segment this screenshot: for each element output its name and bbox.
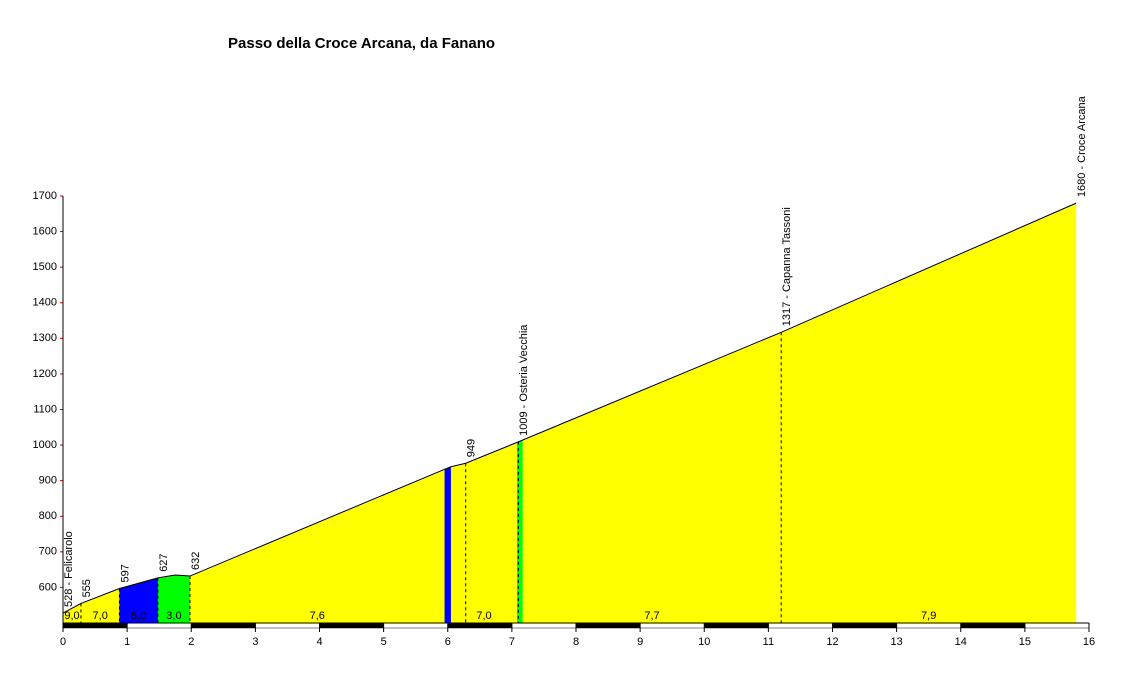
km-bar [704,622,769,629]
point-label: 949 [466,439,478,457]
x-tick-label: 4 [316,636,322,648]
point-label: 632 [190,552,202,570]
y-tick-label: 1200 [33,368,57,380]
km-bar [511,622,577,629]
km-bar [768,622,833,629]
x-tick-label: 9 [637,636,643,648]
y-tick-label: 1300 [33,332,57,344]
y-tick-label: 700 [39,546,57,558]
y-tick-label: 1500 [33,261,57,273]
km-bar [639,622,705,629]
km-bar [832,622,897,629]
km-bar [191,622,256,629]
x-tick-label: 7 [509,636,515,648]
x-tick-label: 3 [252,636,258,648]
km-bar [126,622,192,629]
y-tick-label: 1600 [33,225,57,237]
profile-segment [119,577,158,623]
gradient-label: 3,0 [166,610,181,622]
profile-segment [522,332,782,623]
km-bar [960,622,1026,629]
y-tick-label: 900 [39,475,57,487]
point-label: 528 - Felicarolo [63,531,75,607]
x-tick-label: 16 [1083,636,1095,648]
profile-segment [63,603,81,623]
profile-segment [781,203,1077,623]
gradient-label: 7,0 [476,610,491,622]
km-bar [896,622,961,629]
km-bar [62,622,128,629]
profile-segment [157,574,190,623]
gradient-label: 7,7 [644,610,659,622]
profile-line [62,202,1077,614]
km-bar [575,622,641,629]
point-label: 1680 - Croce Arcana [1076,95,1088,197]
x-tick-label: 1 [124,636,130,648]
x-tick-label: 12 [826,636,838,648]
km-bar [383,622,448,629]
chart-title: Passo della Croce Arcana, da Fanano [228,35,495,52]
y-tick-label: 1700 [33,190,57,202]
x-tick-label: 15 [1019,636,1031,648]
x-tick-label: 2 [188,636,194,648]
profile-segment [444,466,451,623]
gradient-label: 7,0 [93,610,108,622]
profile-segment [450,442,518,623]
profile-segment [80,588,120,623]
x-tick-label: 5 [381,636,387,648]
point-label: 1009 - Osteria Vecchia [518,324,530,436]
gradient-label: 7,9 [921,610,936,622]
x-tick-label: 0 [60,636,66,648]
gradient-label: 9,0 [64,610,79,622]
km-bar [319,622,384,629]
x-tick-label: 13 [891,636,903,648]
km-bar [255,622,320,629]
x-tick-label: 14 [955,636,967,648]
x-tick-label: 8 [573,636,579,648]
y-tick-label: 1000 [33,439,57,451]
y-tick-label: 600 [39,581,57,593]
x-tick-label: 10 [698,636,710,648]
gradient-label: 7,6 [310,610,325,622]
point-label: 597 [119,564,131,582]
y-tick-label: 1100 [33,403,57,415]
point-label: 1317 - Capanna Tassoni [781,207,793,326]
point-label: 627 [158,553,170,571]
profile-segment [189,469,445,623]
km-bar [1024,622,1090,629]
point-label: 555 [81,579,93,597]
x-tick-label: 11 [763,636,774,648]
gradient-label: 5,0 [131,610,146,622]
x-tick-label: 6 [445,636,451,648]
y-tick-label: 1400 [33,297,57,309]
km-bar [447,622,513,629]
y-tick-label: 800 [39,510,57,522]
